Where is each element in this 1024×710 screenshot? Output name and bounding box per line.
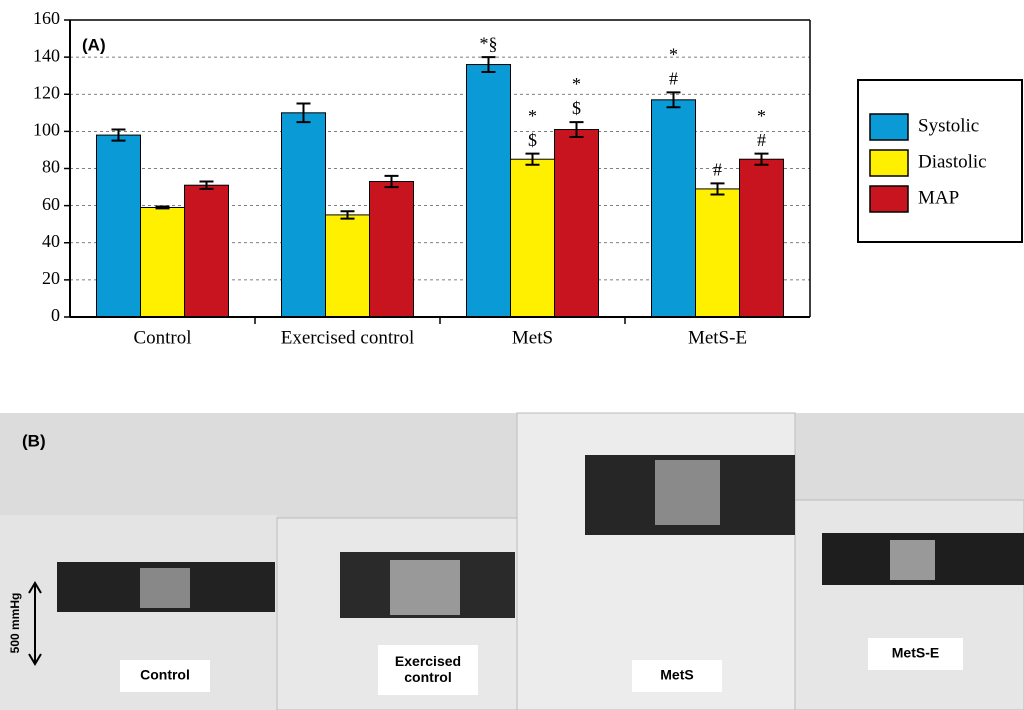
bar [185,185,229,317]
legend-swatch [870,114,908,140]
x-tick-label: MetS [512,327,553,348]
x-tick-label: Control [133,327,191,348]
significance-marker: * [528,106,537,126]
scale-label: 500 mmHg [8,593,22,654]
bar [555,130,599,317]
bar [370,181,414,317]
trace-label: MetS [660,667,693,683]
y-tick-label: 160 [33,8,60,28]
y-tick-label: 80 [42,157,60,177]
panel-label: (B) [22,431,46,450]
bar [141,207,185,317]
trace-label: Control [140,667,190,683]
x-tick-label: MetS-E [688,327,747,348]
recording-mets-e [795,500,1024,710]
significance-marker: $ [528,130,537,150]
y-tick-label: 60 [42,194,60,214]
bar [282,113,326,317]
trace [140,568,190,608]
y-tick-label: 140 [33,45,60,65]
legend-swatch [870,186,908,212]
y-tick-label: 20 [42,268,60,288]
significance-marker: # [713,159,722,179]
significance-marker: *§ [480,33,498,53]
legend-label: Systolic [918,115,979,136]
bar [326,215,370,317]
trace-label: MetS-E [892,645,939,661]
bar [740,159,784,317]
legend-label: MAP [918,187,959,208]
legend-swatch [870,150,908,176]
significance-marker: # [757,130,766,150]
error-bar [156,207,170,209]
bar [97,135,141,317]
significance-marker: * [572,74,581,94]
trace [655,460,720,525]
panel-label: (A) [82,35,106,54]
trace [390,560,460,615]
bar [696,189,740,317]
trace [890,540,935,580]
significance-marker: $ [572,98,581,118]
y-tick-label: 100 [33,120,60,140]
significance-marker: * [757,106,766,126]
significance-marker: # [669,69,678,89]
bar [467,65,511,317]
x-tick-label: Exercised control [281,327,414,348]
significance-marker: * [669,45,678,65]
y-tick-label: 120 [33,82,60,102]
bar [652,100,696,317]
figure: (A) 500 mmHg (B) Control Exercisedcontrol… [0,0,1024,710]
legend-label: Diastolic [918,151,987,172]
bar [511,159,555,317]
y-tick-label: 40 [42,231,60,251]
y-tick-label: 0 [51,305,60,325]
